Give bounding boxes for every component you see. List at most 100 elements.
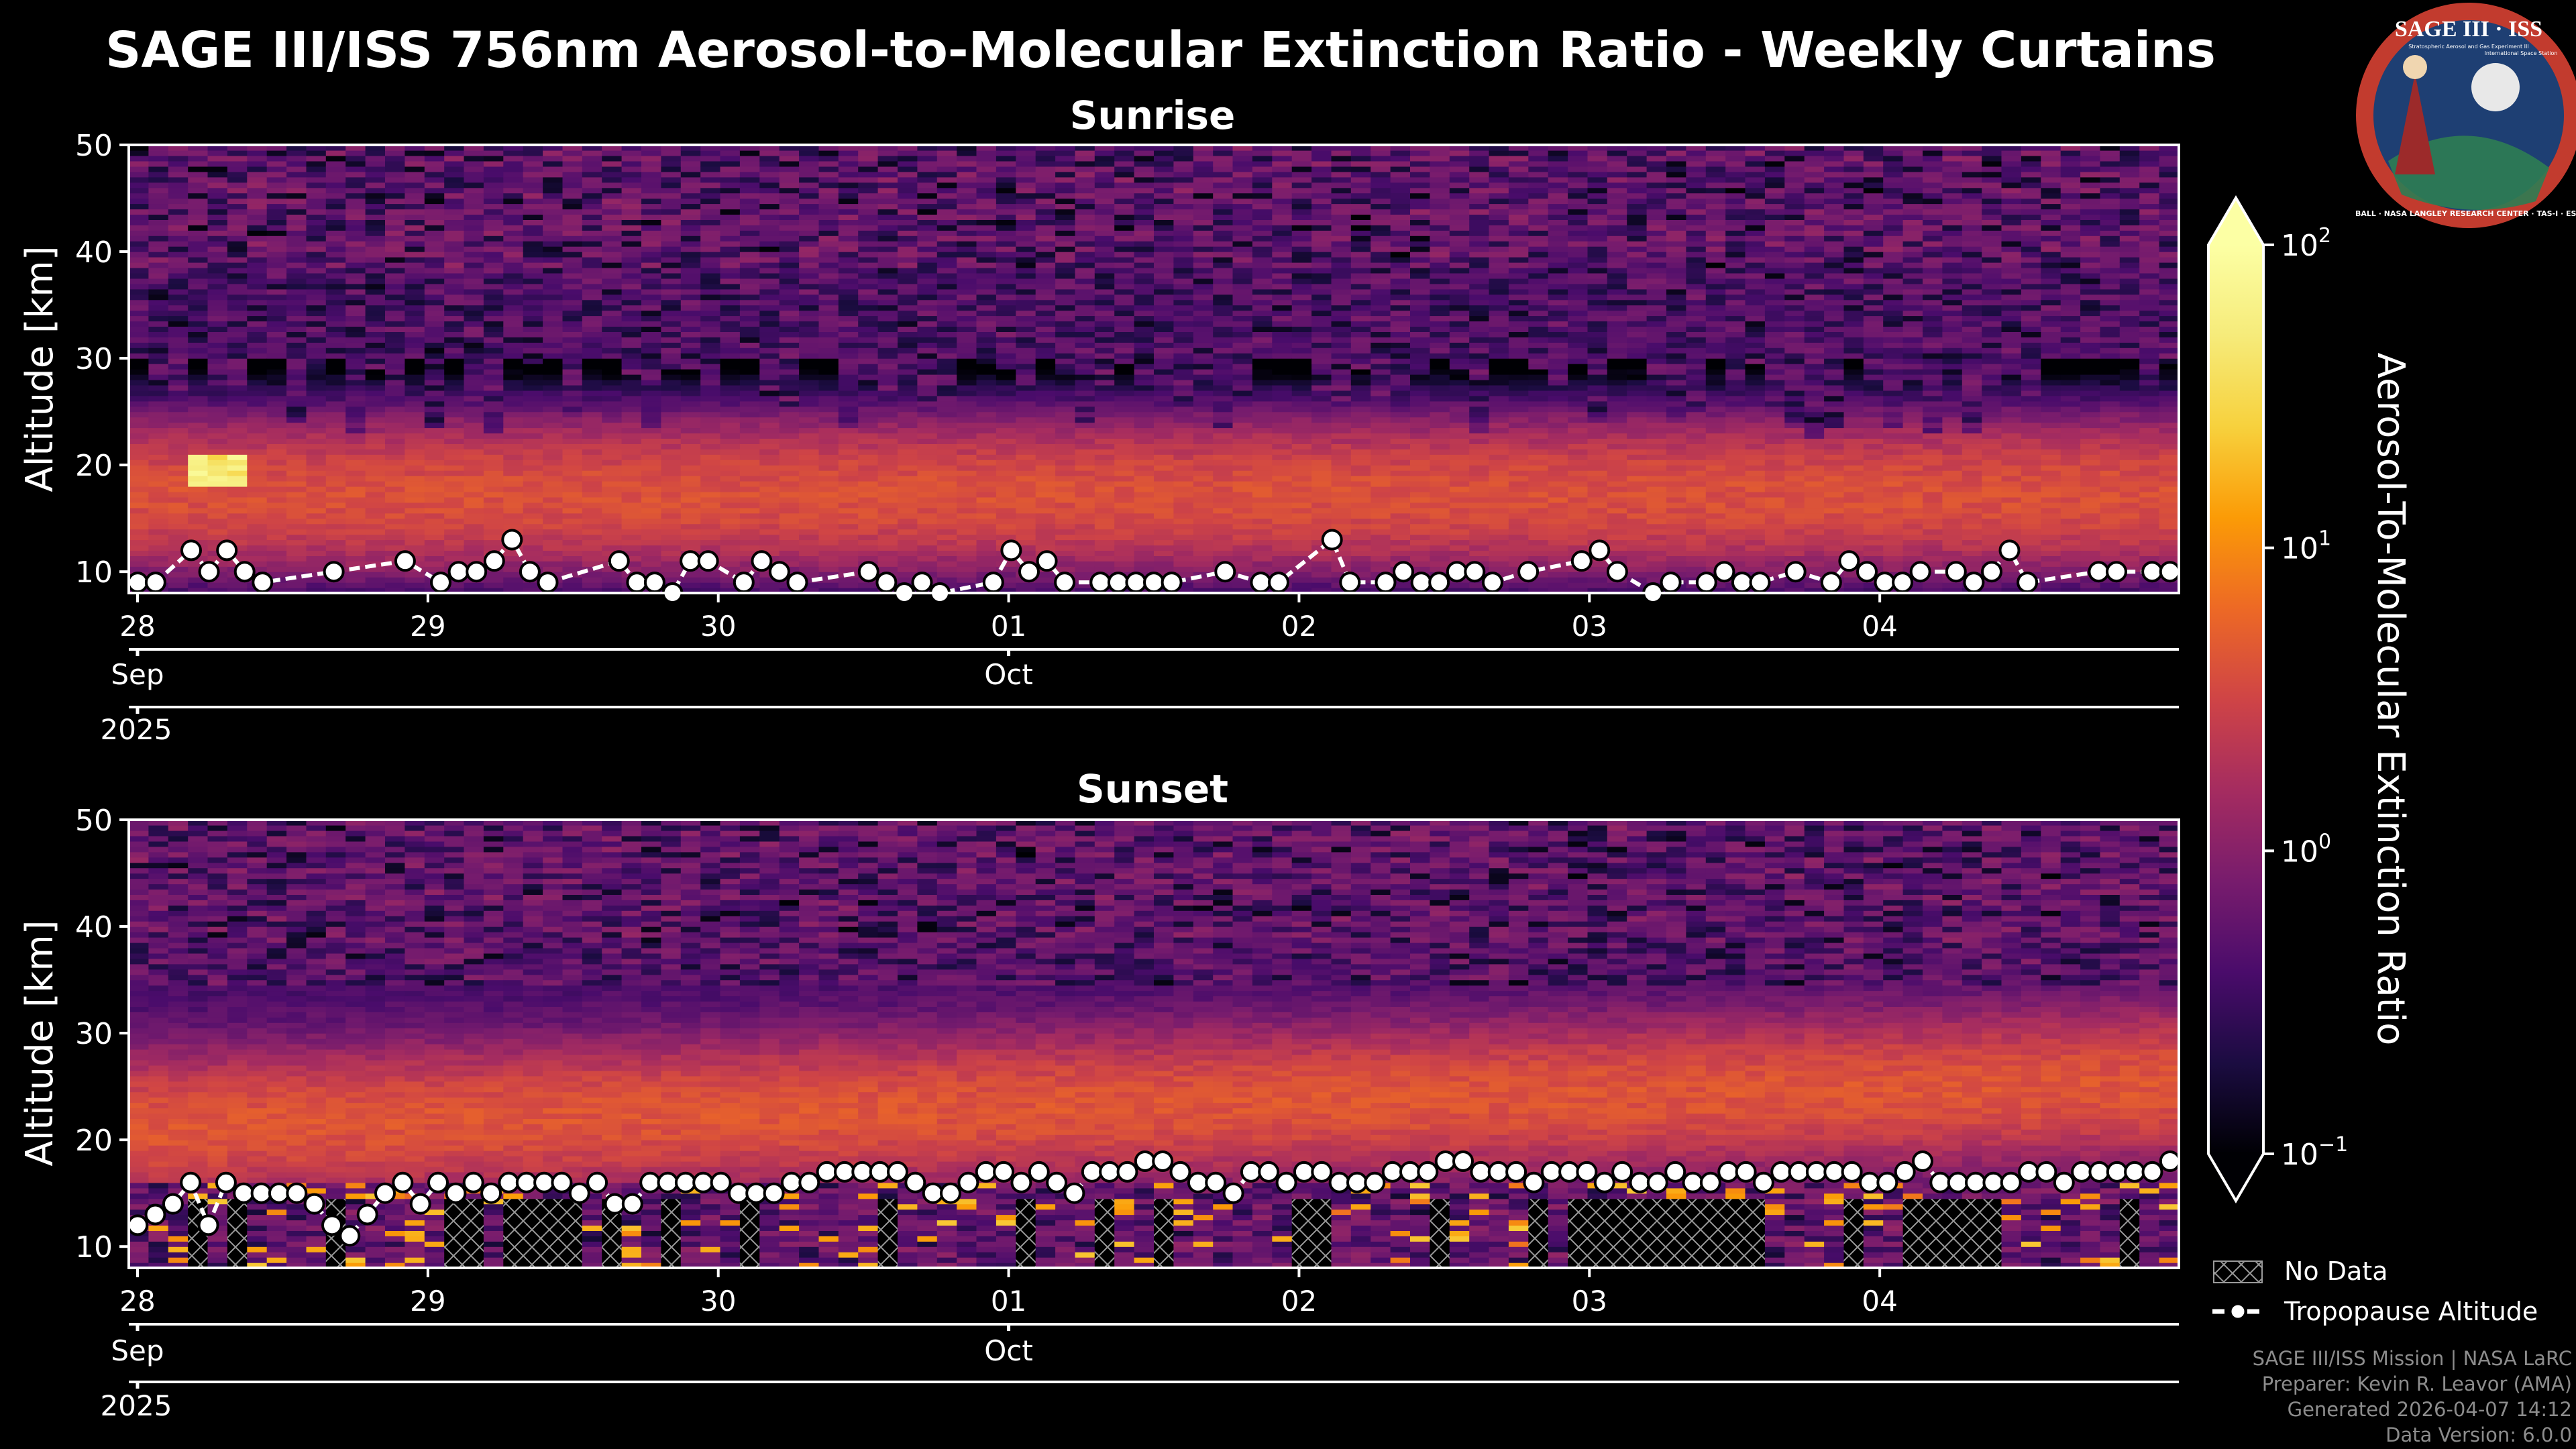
heatmap-cell	[1213, 422, 1234, 429]
heatmap-cell	[464, 288, 484, 295]
heatmap-cell	[543, 395, 564, 402]
heatmap-cell	[247, 395, 268, 402]
heatmap-cell	[1252, 198, 1273, 205]
heatmap-cell	[621, 353, 642, 359]
heatmap-cell	[1291, 433, 1312, 439]
heatmap-cell	[523, 331, 543, 337]
heatmap-cell	[779, 283, 800, 290]
heatmap-cell	[483, 310, 504, 317]
heatmap-cell	[739, 288, 760, 295]
heatmap-cell	[543, 230, 564, 236]
heatmap-cell	[405, 384, 425, 391]
heatmap-cell	[1114, 390, 1135, 396]
heatmap-cell	[562, 384, 583, 391]
heatmap-cell	[1193, 400, 1214, 407]
heatmap-cell	[976, 155, 997, 162]
heatmap-cell	[129, 555, 149, 561]
heatmap-cell	[286, 358, 307, 364]
heatmap-cell	[898, 550, 918, 556]
heatmap-cell	[838, 481, 859, 487]
heatmap-cell	[700, 214, 721, 220]
heatmap-cell	[818, 518, 839, 525]
heatmap-cell	[405, 252, 425, 258]
heatmap-cell	[1134, 454, 1155, 460]
heatmap-cell	[898, 209, 918, 215]
heatmap-cell	[227, 166, 248, 172]
heatmap-cell	[543, 321, 564, 327]
heatmap-cell	[661, 198, 682, 205]
heatmap-cell	[424, 241, 445, 247]
heatmap-cell	[996, 310, 1016, 317]
heatmap-cell	[1035, 176, 1056, 183]
heatmap-cell	[1232, 203, 1253, 210]
heatmap-cell	[838, 193, 859, 199]
heatmap-cell	[444, 491, 465, 498]
heatmap-cell	[1114, 219, 1135, 225]
heatmap-cell	[759, 342, 780, 348]
heatmap-cell	[385, 545, 405, 551]
heatmap-cell	[464, 353, 484, 359]
heatmap-cell	[779, 310, 800, 317]
heatmap-cell	[957, 502, 977, 508]
heatmap-cell	[562, 400, 583, 407]
heatmap-cell	[936, 331, 957, 337]
heatmap-cell	[641, 406, 661, 413]
heatmap-cell	[405, 278, 425, 284]
heatmap-cell	[641, 390, 661, 396]
heatmap-cell	[661, 369, 682, 375]
heatmap-cell	[858, 230, 879, 236]
heatmap-cell	[483, 267, 504, 274]
heatmap-cell	[188, 588, 209, 594]
heatmap-cell	[168, 321, 189, 327]
heatmap-cell	[405, 203, 425, 210]
heatmap-cell	[1035, 235, 1056, 241]
heatmap-cell	[207, 395, 228, 402]
heatmap-cell	[1272, 353, 1293, 359]
heatmap-cell	[582, 262, 602, 268]
heatmap-cell	[1213, 299, 1234, 306]
heatmap-cell	[266, 460, 287, 466]
heatmap-cell	[1154, 411, 1174, 418]
heatmap-cell	[266, 395, 287, 402]
heatmap-cell	[936, 267, 957, 274]
heatmap-cell	[247, 417, 268, 423]
heatmap-cell	[1035, 203, 1056, 210]
heatmap-cell	[227, 518, 248, 525]
heatmap-cell	[582, 219, 602, 225]
heatmap-cell	[1094, 278, 1115, 284]
heatmap-cell	[1055, 422, 1076, 429]
heatmap-cell	[1252, 566, 1273, 572]
heatmap-cell	[582, 539, 602, 546]
heatmap-cell	[483, 460, 504, 466]
heatmap-cell	[799, 454, 820, 460]
heatmap-cell	[325, 374, 346, 380]
heatmap-cell	[1075, 246, 1095, 252]
heatmap-cell	[523, 193, 543, 199]
heatmap-cell	[562, 337, 583, 343]
heatmap-cell	[405, 539, 425, 546]
heatmap-cell	[898, 294, 918, 301]
heatmap-cell	[1291, 449, 1312, 455]
heatmap-cell	[1114, 272, 1135, 279]
heatmap-cell	[464, 523, 484, 530]
heatmap-cell	[1272, 384, 1293, 391]
heatmap-cell	[444, 379, 465, 386]
heatmap-cell	[917, 486, 938, 492]
heatmap-cell	[1114, 369, 1135, 375]
heatmap-cell	[996, 150, 1016, 156]
heatmap-cell	[818, 406, 839, 413]
heatmap-cell	[1075, 262, 1095, 268]
heatmap-cell	[1016, 294, 1036, 301]
heatmap-cell	[680, 305, 701, 311]
heatmap-cell	[917, 427, 938, 434]
heatmap-cell	[227, 379, 248, 386]
heatmap-cell	[1094, 299, 1115, 306]
heatmap-cell	[1075, 288, 1095, 295]
heatmap-cell	[1193, 299, 1214, 306]
heatmap-cell	[700, 230, 721, 236]
heatmap-cell	[1252, 390, 1273, 396]
heatmap-cell	[621, 374, 642, 380]
heatmap-cell	[1134, 342, 1155, 348]
heatmap-cell	[266, 486, 287, 492]
heatmap-cell	[720, 166, 741, 172]
